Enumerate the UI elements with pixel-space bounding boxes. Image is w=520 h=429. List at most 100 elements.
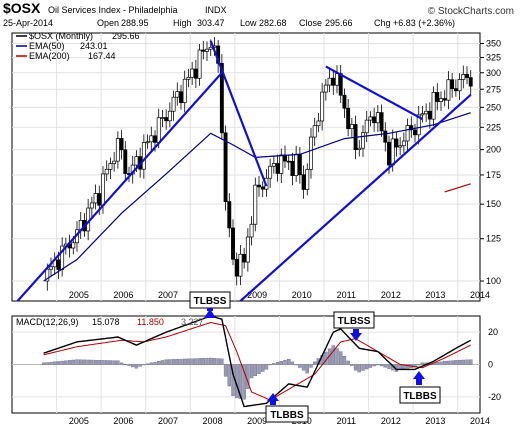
macd-histogram-bar xyxy=(305,364,309,374)
macd-histogram-bar xyxy=(342,356,347,365)
candle-down xyxy=(338,73,343,96)
macd-histogram-bar xyxy=(101,360,105,365)
macd-histogram-bar xyxy=(309,364,313,368)
candle-up xyxy=(320,91,325,122)
macd-histogram-bar xyxy=(112,360,116,365)
macd-histogram-bar xyxy=(216,358,220,365)
candle-up xyxy=(364,119,369,134)
high-label: High xyxy=(173,18,192,28)
legend-label-ema200: EMA(200) xyxy=(29,51,70,61)
candle-up xyxy=(175,91,180,98)
candle-up xyxy=(160,117,165,119)
macd-label: MACD(12,26,9) xyxy=(16,317,79,327)
macd-histogram-bar xyxy=(183,358,187,365)
price-x-tick-label: 2014 xyxy=(470,290,490,300)
ema50-line xyxy=(43,112,471,282)
price-y-tick-label: 225 xyxy=(486,122,501,132)
price-grid: 350 325 300 275 250 225 200 175 150 125 100 2005 200… xyxy=(12,33,501,301)
candle-up xyxy=(89,202,94,209)
macd-histogram-bar xyxy=(387,364,391,369)
candle-down xyxy=(383,130,388,143)
annotation-text: TLBBS xyxy=(403,391,437,402)
candle-up xyxy=(439,98,443,102)
macd-histogram-bar xyxy=(97,360,101,365)
exchange-text: INDX xyxy=(205,5,227,15)
candle-up xyxy=(145,141,150,144)
candle-up xyxy=(167,110,172,122)
macd-histogram-bar xyxy=(357,364,361,373)
candle-down xyxy=(260,186,265,190)
macd-histogram-bar xyxy=(82,359,87,365)
arrow-down-stem xyxy=(353,329,359,333)
macd-histogram-bar xyxy=(149,362,153,365)
candle-up xyxy=(357,147,362,150)
macd-histogram-bar xyxy=(75,359,79,365)
close-label: Close xyxy=(299,18,322,28)
macd-histogram-bar xyxy=(116,360,120,365)
candle-down xyxy=(231,227,235,260)
trendline xyxy=(209,40,268,187)
macd-histogram-bar xyxy=(145,363,150,365)
macd-histogram-bar xyxy=(365,364,369,370)
price-x-tick-label: 2012 xyxy=(381,290,401,300)
macd-histogram-bar xyxy=(45,362,49,365)
candle-down xyxy=(290,161,295,176)
candle-up xyxy=(93,193,98,204)
macd-value: 15.078 xyxy=(92,317,120,327)
candle-up xyxy=(375,112,380,124)
low-value: 282.68 xyxy=(259,18,287,28)
macd-histogram-bar xyxy=(339,351,343,365)
symbol-text: $OSX xyxy=(3,0,41,16)
macd-histogram-bar xyxy=(238,364,243,399)
macd-histogram-bar xyxy=(242,364,246,400)
macd-x-tick-label: 2013 xyxy=(425,416,445,426)
macd-histogram-bar xyxy=(420,362,425,365)
candle-down xyxy=(179,91,183,103)
low-label: Low xyxy=(240,18,257,28)
macd-histogram-bar xyxy=(294,364,298,366)
candle-up xyxy=(405,125,410,142)
candle-up xyxy=(398,145,403,148)
candle-up xyxy=(253,184,258,225)
macd-histogram-bar xyxy=(379,364,384,367)
candle-up xyxy=(268,165,273,179)
macd-histogram-bar xyxy=(71,359,75,365)
price-x-tick-label: 2011 xyxy=(337,290,356,300)
macd-histogram-bar xyxy=(93,359,98,365)
macd-histogram-bar xyxy=(123,364,127,365)
macd-histogram-bar xyxy=(212,358,217,365)
trendline xyxy=(325,65,423,121)
macd-histogram-bar xyxy=(283,359,287,365)
price-x-tick-label: 2010 xyxy=(292,290,312,300)
annotation-box xyxy=(333,311,375,329)
macd-histogram-bar xyxy=(253,364,257,377)
candle-up xyxy=(101,173,105,206)
legend-value-ema50: 243.01 xyxy=(80,41,108,51)
macd-histogram-bar xyxy=(279,361,283,365)
annotation-tlbss-2008: TLBSS xyxy=(189,291,231,318)
candle-up xyxy=(368,116,373,121)
macd-signal-line xyxy=(43,321,471,401)
macd-x-tick-label: 2006 xyxy=(113,416,133,426)
histogram-value: 3.227 xyxy=(181,317,204,327)
annotation-text: TLBSS xyxy=(338,316,371,327)
macd-x-tick-label: 2009 xyxy=(247,416,267,426)
macd-histogram-bar xyxy=(346,360,350,365)
macd-histogram-bar xyxy=(142,364,146,366)
price-x-tick-label: 2009 xyxy=(247,290,267,300)
macd-series xyxy=(41,315,473,408)
macd-histogram-bar xyxy=(465,359,469,365)
trendline xyxy=(16,72,223,302)
macd-histogram-bar xyxy=(439,361,443,365)
candle-down xyxy=(286,160,291,163)
candle-up xyxy=(49,266,53,270)
macd-histogram-bar xyxy=(350,364,354,366)
candle-up xyxy=(316,120,321,127)
candle-down xyxy=(97,193,102,206)
macd-x-tick-label: 2011 xyxy=(337,416,356,426)
close-value: 295.66 xyxy=(325,18,353,28)
candle-up xyxy=(271,163,276,167)
candle-down xyxy=(450,79,455,89)
macd-histogram-bar xyxy=(220,358,224,365)
macd-y-tick-label: -20 xyxy=(488,392,501,402)
